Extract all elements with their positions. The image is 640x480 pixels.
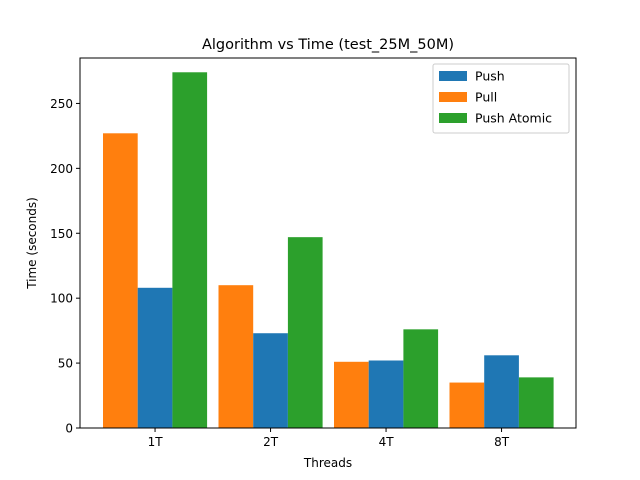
legend: Push Pull Push Atomic: [432, 63, 570, 134]
x-tick-label: 8T: [494, 435, 510, 449]
x-ticks: 1T 2T 4T 8T: [148, 428, 510, 449]
y-tick-label: 250: [50, 97, 73, 111]
y-ticks: 0 50 100 150 200 250: [50, 97, 80, 436]
bar-push-atomic-2t: [287, 237, 323, 428]
x-tick-label: 4T: [379, 435, 395, 449]
bar-pull-8t: [449, 382, 485, 428]
y-tick-label: 150: [50, 227, 73, 241]
legend-swatch: [439, 92, 467, 102]
x-axis-label: Threads: [303, 456, 352, 470]
plot-frame: [79, 57, 577, 429]
x-tick-label: 2T: [263, 435, 279, 449]
y-tick-label: 200: [50, 162, 73, 176]
y-tick-label: 100: [50, 292, 73, 306]
legend-label: Push Atomic: [475, 111, 552, 126]
bar-pull-2t: [218, 285, 254, 428]
bars-group: [103, 72, 554, 428]
bar-push-4t: [368, 360, 404, 428]
chart-title: Algorithm vs Time (test_25M_50M): [202, 37, 454, 53]
bar-push-atomic-8t: [518, 377, 554, 428]
bar-push-2t: [253, 333, 288, 428]
bar-pull-1t: [103, 133, 138, 428]
x-tick-label: 1T: [148, 435, 164, 449]
bar-push-8t: [484, 355, 519, 428]
y-tick-label: 0: [65, 422, 73, 436]
legend-label: Pull: [475, 90, 497, 105]
bar-push-atomic-1t: [172, 72, 208, 428]
legend-label: Push: [475, 69, 505, 84]
legend-swatch: [439, 71, 467, 81]
bar-pull-4t: [334, 361, 369, 428]
y-axis-label: Time (seconds): [25, 197, 39, 290]
legend-swatch: [439, 113, 467, 123]
bar-push-atomic-4t: [403, 329, 439, 428]
bar-push-1t: [137, 287, 173, 428]
y-tick-label: 50: [58, 357, 73, 371]
